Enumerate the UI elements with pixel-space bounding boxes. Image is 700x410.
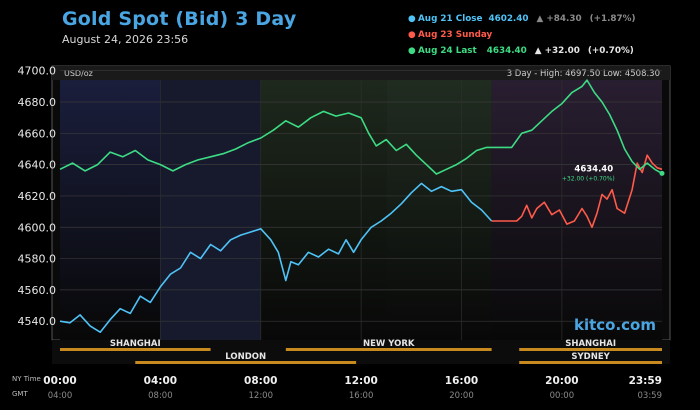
legend-close-value: 4602.40 xyxy=(488,14,529,24)
chart-title: Gold Spot (Bid) 3 Day xyxy=(62,8,297,30)
series-line-2 xyxy=(59,79,663,175)
session-top-bar xyxy=(60,348,211,351)
plot-header-strip xyxy=(52,66,670,80)
session-bg-asia-late xyxy=(160,80,261,340)
session-top-label: NEW YORK xyxy=(363,339,415,349)
session-top-label: SHANGHAI xyxy=(110,339,161,349)
legend-close-arrow-icon: ▲ xyxy=(536,14,544,24)
session-bg-newyork xyxy=(386,80,492,340)
range-label: 3 Day - High: 4697.50 Low: 4508.30 xyxy=(507,69,660,79)
legend-last-arrow-icon: ▲ xyxy=(534,46,542,56)
gmt-tick-label: 20:00 xyxy=(449,391,474,401)
kitco-watermark: kitco.com xyxy=(574,316,656,334)
legend-sunday-label: Aug 23 Sunday xyxy=(418,30,493,40)
ny-tick-label: 00:00 xyxy=(43,375,76,387)
legend-last-label: Aug 24 Last xyxy=(418,46,477,56)
y-tick-label: 4560.0 xyxy=(18,284,57,297)
ny-tick-label: 08:00 xyxy=(244,375,277,387)
y-tick-label: 4540.0 xyxy=(18,315,57,328)
y-tick-label: 4600.0 xyxy=(18,221,57,234)
legend-last-change: +32.00 xyxy=(544,46,580,56)
gmt-tick-label: 12:00 xyxy=(249,391,274,401)
session-bg-asia xyxy=(60,80,161,340)
ny-tick-label: 04:00 xyxy=(144,375,177,387)
legend-close-marker: ● xyxy=(408,14,416,24)
legend-close-change: +84.30 xyxy=(546,14,582,24)
session-bottom-bar xyxy=(135,361,357,364)
gmt-tick-label: 08:00 xyxy=(148,391,173,401)
ny-tick-label: 20:00 xyxy=(545,375,578,387)
legend-sunday: ● Aug 23 Sunday xyxy=(408,30,492,40)
y-tick-label: 4620.0 xyxy=(18,190,57,203)
ny-tick-label: 12:00 xyxy=(344,375,377,387)
session-bg-europe xyxy=(260,80,387,340)
gmt-tick-label: 16:00 xyxy=(349,391,374,401)
legend-close-percent: (+1.87%) xyxy=(589,14,636,24)
series-line-0 xyxy=(59,182,493,333)
legend-sunday-marker: ● xyxy=(408,30,416,40)
session-bottom-bar xyxy=(519,361,662,364)
gmt-tick-label: 00:00 xyxy=(550,391,575,401)
ny-time-label: NY Time xyxy=(12,375,41,383)
gmt-tick-label: 03:59 xyxy=(638,391,663,401)
session-top-bar xyxy=(285,348,492,351)
session-bg-evening xyxy=(491,80,662,340)
session-bottom-label: SYDNEY xyxy=(571,352,610,362)
session-band xyxy=(52,340,670,364)
gmt-label: GMT xyxy=(12,390,28,398)
legend-close-label: Aug 21 Close xyxy=(418,14,483,24)
last-price-marker xyxy=(659,170,665,176)
ny-tick-label: 23:59 xyxy=(629,375,662,387)
y-tick-label: 4660.0 xyxy=(18,127,57,140)
legend-last-value: 4634.40 xyxy=(486,46,527,56)
session-bottom-label: LONDON xyxy=(225,352,266,362)
legend-last-percent: (+0.70%) xyxy=(587,46,634,56)
legend-close: ● Aug 21 Close 4602.40 ▲ +84.30 (+1.87%) xyxy=(408,14,636,24)
legend-last: ● Aug 24 Last 4634.40 ▲ +32.00 (+0.70%) xyxy=(408,46,634,56)
chart-timestamp: August 24, 2026 23:56 xyxy=(62,33,189,46)
y-tick-label: 4700.0 xyxy=(18,65,57,78)
session-top-bar xyxy=(519,348,662,351)
session-top-label: SHANGHAI xyxy=(565,339,616,349)
y-tick-label: 4640.0 xyxy=(18,159,57,172)
y-tick-label: 4680.0 xyxy=(18,96,57,109)
gmt-tick-label: 04:00 xyxy=(48,391,73,401)
last-change-label: +32.00 (+0.70%) xyxy=(562,175,615,182)
unit-label: USD/oz xyxy=(64,69,93,78)
last-price-label: 4634.40 xyxy=(574,164,613,174)
ny-tick-label: 16:00 xyxy=(445,375,478,387)
legend-last-marker: ● xyxy=(408,46,416,56)
y-tick-label: 4580.0 xyxy=(18,253,57,266)
